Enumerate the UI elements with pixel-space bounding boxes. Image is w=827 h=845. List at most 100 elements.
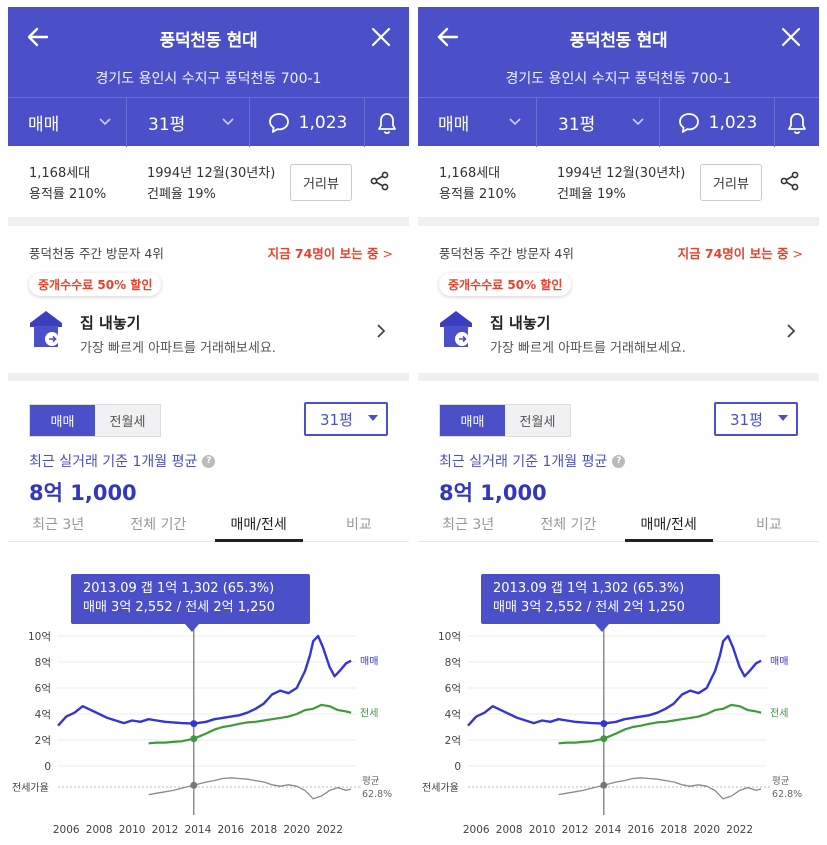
notification-button[interactable]	[775, 98, 819, 147]
trade-type-dropdown[interactable]: 매매	[8, 98, 127, 147]
series-line-ratio	[148, 777, 352, 800]
close-icon[interactable]	[367, 23, 395, 51]
tab-recent-3y[interactable]: 최근 3년	[32, 517, 85, 533]
y-tick-label: 6억	[445, 683, 461, 695]
share-icon[interactable]	[369, 170, 391, 192]
street-view-button[interactable]: 거리뷰	[290, 164, 352, 201]
tab-all-period[interactable]: 전체 기간	[130, 517, 187, 533]
tooltip-gap: 2013.09 갭 1억 1,302 (65.3%)	[83, 581, 275, 596]
back-arrow-icon[interactable]	[434, 23, 462, 51]
tab-recent-3y[interactable]: 최근 3년	[442, 517, 495, 533]
chevron-right-icon	[787, 324, 796, 338]
segment-sale[interactable]: 매매	[30, 405, 95, 436]
banner-title: 집 내놓기	[80, 314, 141, 332]
speech-bubble-icon	[268, 112, 289, 133]
area-select[interactable]: 31평	[304, 402, 388, 436]
segment-rent[interactable]: 전월세	[109, 415, 146, 430]
cursor-point-sale	[600, 720, 608, 728]
banner-title: 집 내놓기	[490, 314, 551, 332]
notification-button[interactable]	[365, 98, 409, 147]
speech-bubble-icon	[678, 112, 699, 133]
close-icon[interactable]	[777, 23, 805, 51]
divider	[8, 373, 409, 381]
house-icon	[440, 311, 472, 347]
area-select[interactable]: 31평	[714, 402, 798, 436]
tab-sale-jeonse[interactable]: 매매/전세	[619, 505, 719, 542]
area-select-value: 31평	[730, 410, 763, 429]
average-label: 최근 실거래 기준 1개월 평균 ?	[29, 451, 216, 471]
share-icon[interactable]	[779, 170, 801, 192]
x-tick-label: 2020	[283, 824, 310, 836]
series-line-ratio	[558, 777, 762, 800]
tooltip-prices: 매매 3억 2,552 / 전세 2억 1,250	[493, 600, 685, 615]
comments-button[interactable]: 1,023	[250, 98, 365, 147]
chart-tabs: 최근 3년 전체 기간 매매/전세 비교	[418, 505, 819, 542]
tooltip-gap: 2013.09 갭 1억 1,302 (65.3%)	[493, 581, 685, 596]
chevron-right-icon: >	[382, 246, 393, 261]
x-tick-label: 2022	[316, 824, 343, 836]
discount-badge: 중개수수료 50% 할인	[29, 273, 162, 296]
help-icon[interactable]: ?	[612, 454, 626, 468]
live-viewers-link[interactable]: 지금 74명이 보는 중 >	[268, 243, 393, 262]
x-tick-label: 2020	[693, 824, 720, 836]
page-title: 풍덕천동 현대	[159, 31, 258, 51]
address: 경기도 용인시 수지구 풍덕천동 700-1	[95, 71, 322, 87]
x-tick-label: 2008	[496, 824, 523, 836]
y-tick-label: 10억	[28, 631, 51, 643]
app-header: 풍덕천동 현대 경기도 용인시 수지구 풍덕천동 700-1 매매 31평 1,…	[8, 7, 409, 147]
tab-sale-jeonse[interactable]: 매매/전세	[209, 505, 309, 542]
trade-type-dropdown[interactable]: 매매	[418, 98, 537, 147]
coverage-ratio: 건폐율 19%	[147, 187, 216, 202]
header-tab-bar: 매매 31평 1,023	[8, 97, 409, 147]
tab-compare[interactable]: 비교	[755, 517, 782, 533]
y-tick-label: 4억	[35, 709, 51, 721]
comments-button[interactable]: 1,023	[660, 98, 775, 147]
live-viewers-text: 지금 74명이 보는 중	[267, 246, 379, 261]
segment-sale[interactable]: 매매	[440, 405, 505, 436]
sell-home-banner[interactable]: 중개수수료 50% 할인 집 내놓기 가장 빠르게 아파트를 거래해보세요.	[8, 267, 409, 373]
visitor-rank: 풍덕천동 주간 방문자 4위	[29, 246, 164, 261]
live-viewers-link[interactable]: 지금 74명이 보는 중 >	[678, 243, 803, 262]
trade-segment: 매매 전월세	[29, 404, 161, 437]
area-dropdown[interactable]: 31평	[127, 98, 250, 147]
back-arrow-icon[interactable]	[24, 23, 52, 51]
built-year: 1994년 12월(30년차)	[557, 166, 686, 181]
ratio-row-label: 전세가율	[422, 782, 459, 794]
address: 경기도 용인시 수지구 풍덕천동 700-1	[505, 71, 732, 87]
average-price: 8억 1,000	[29, 481, 137, 505]
area-dropdown[interactable]: 31평	[537, 98, 660, 147]
chevron-right-icon: >	[792, 246, 803, 261]
y-tick-label: 2억	[445, 735, 461, 747]
trade-type-label: 매매	[438, 115, 470, 135]
page-title: 풍덕천동 현대	[569, 31, 668, 51]
price-section: 매매 전월세 31평 최근 실거래 기준 1개월 평균 ? 8억 1,000 최…	[418, 381, 819, 551]
comment-count: 1,023	[298, 112, 348, 133]
street-view-button[interactable]: 거리뷰	[700, 164, 762, 201]
tab-all-period[interactable]: 전체 기간	[540, 517, 597, 533]
help-icon[interactable]: ?	[202, 454, 216, 468]
x-tick-label: 2014	[595, 824, 622, 836]
x-tick-label: 2012	[562, 824, 589, 836]
ratio-avg-value: 62.8%	[362, 789, 392, 800]
households: 1,168세대	[439, 166, 501, 181]
sell-home-banner[interactable]: 중개수수료 50% 할인 집 내놓기 가장 빠르게 아파트를 거래해보세요.	[418, 267, 819, 373]
series-line-jeonse	[148, 703, 352, 745]
floor-area-ratio: 용적률 210%	[439, 187, 517, 202]
average-price: 8억 1,000	[439, 481, 547, 505]
y-tick-label: 10억	[438, 631, 461, 643]
x-tick-label: 2008	[86, 824, 113, 836]
coverage-ratio: 건폐율 19%	[557, 187, 626, 202]
x-tick-label: 2006	[53, 824, 80, 836]
cursor-point-jeonse	[600, 735, 608, 743]
sale-series-label: 매매	[770, 656, 788, 668]
segment-rent[interactable]: 전월세	[519, 415, 556, 430]
area-label: 31평	[558, 115, 596, 135]
y-tick-label: 0	[454, 761, 461, 773]
y-tick-label: 6억	[35, 683, 51, 695]
visitor-row: 풍덕천동 주간 방문자 4위 지금 74명이 보는 중 >	[8, 226, 409, 267]
tab-compare[interactable]: 비교	[345, 517, 372, 533]
y-tick-label: 2억	[35, 735, 51, 747]
caret-down-icon	[368, 415, 378, 421]
